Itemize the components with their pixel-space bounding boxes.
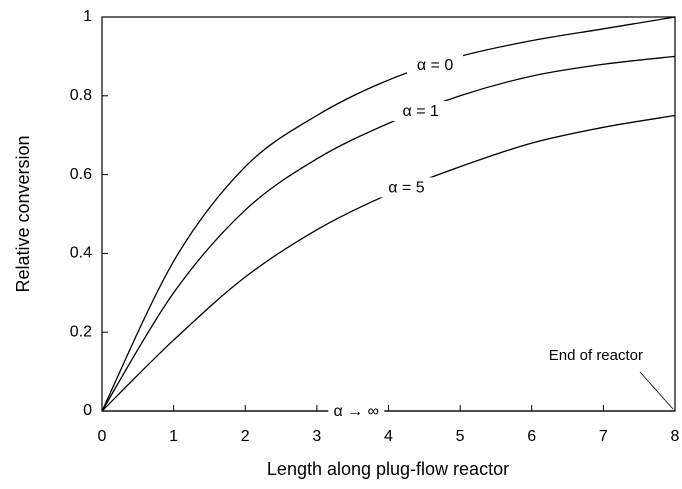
x-axis-label: Length along plug-flow reactor	[267, 459, 509, 479]
x-tick-label: 4	[384, 428, 393, 445]
y-tick-label: 0.8	[70, 87, 92, 104]
x-tick-label: 1	[169, 428, 178, 445]
label-gap	[378, 177, 435, 198]
curve-label: α = 1	[403, 103, 439, 120]
x-tick-label: 7	[599, 428, 608, 445]
curve-label: α → ∞	[333, 403, 379, 420]
label-gap	[392, 100, 449, 121]
y-tick-label: 0.4	[70, 245, 92, 262]
x-tick-label: 0	[98, 428, 107, 445]
x-tick-label: 8	[671, 428, 680, 445]
y-tick-label: 0	[83, 402, 92, 419]
x-tick-label: 5	[456, 428, 465, 445]
line-series	[101, 16, 676, 412]
y-tick-label: 0.2	[70, 323, 92, 340]
curve-label: α = 0	[417, 57, 453, 74]
curve-label: α = 5	[388, 180, 424, 197]
y-tick-label: 0.6	[70, 166, 92, 183]
line-series	[101, 55, 676, 412]
label-gap	[407, 54, 464, 75]
y-tick-label: 1	[83, 8, 92, 25]
x-tick-label: 6	[527, 428, 536, 445]
x-tick-label: 2	[241, 428, 250, 445]
x-tick-label: 3	[312, 428, 321, 445]
annotation-leader	[639, 371, 674, 410]
label-gap	[328, 401, 385, 421]
y-axis-label: Relative conversion	[13, 135, 33, 292]
annotation: End of reactor	[549, 347, 643, 364]
line-series	[101, 114, 676, 412]
